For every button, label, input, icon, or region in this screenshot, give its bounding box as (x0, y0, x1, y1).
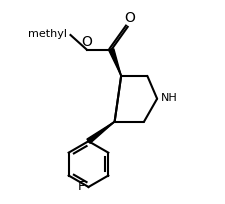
Text: O: O (81, 35, 92, 49)
Text: methyl: methyl (28, 29, 67, 39)
Text: NH: NH (160, 93, 177, 103)
Polygon shape (108, 49, 121, 76)
Text: F: F (78, 181, 85, 193)
Polygon shape (87, 122, 114, 143)
Text: O: O (123, 11, 134, 25)
